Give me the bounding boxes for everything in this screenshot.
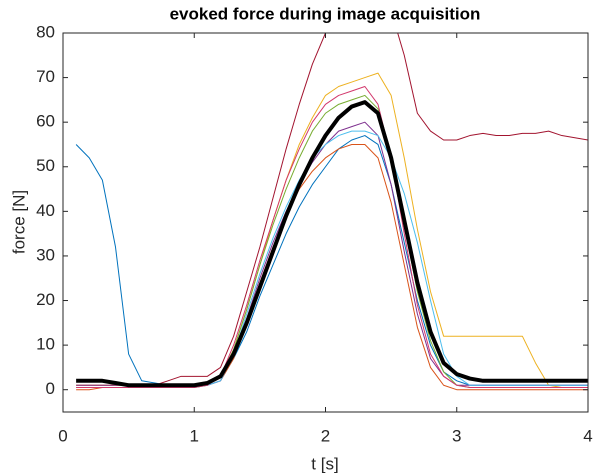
y-tick-label: 20 [36, 290, 55, 309]
x-tick-label: 3 [452, 426, 461, 445]
x-tick-label: 0 [58, 426, 67, 445]
x-tick-label: 2 [321, 426, 330, 445]
y-tick-label: 30 [36, 245, 55, 264]
x-tick-label: 4 [583, 426, 592, 445]
y-tick-label: 40 [36, 201, 55, 220]
y-tick-label: 10 [36, 335, 55, 354]
y-axis-label: force [N] [9, 190, 28, 254]
data-line [76, 86, 588, 388]
y-tick-label: 70 [36, 67, 55, 86]
data-line [76, 100, 588, 388]
y-tick-label: 80 [36, 22, 55, 41]
y-tick-label: 60 [36, 112, 55, 131]
y-tick-label: 50 [36, 156, 55, 175]
x-tick-label: 1 [190, 426, 199, 445]
chart-title: evoked force during image acquisition [170, 4, 481, 23]
x-axis-label: t [s] [311, 454, 338, 473]
plot-lines [75, 33, 588, 391]
data-line [76, 33, 588, 386]
y-tick-label: 0 [46, 379, 55, 398]
